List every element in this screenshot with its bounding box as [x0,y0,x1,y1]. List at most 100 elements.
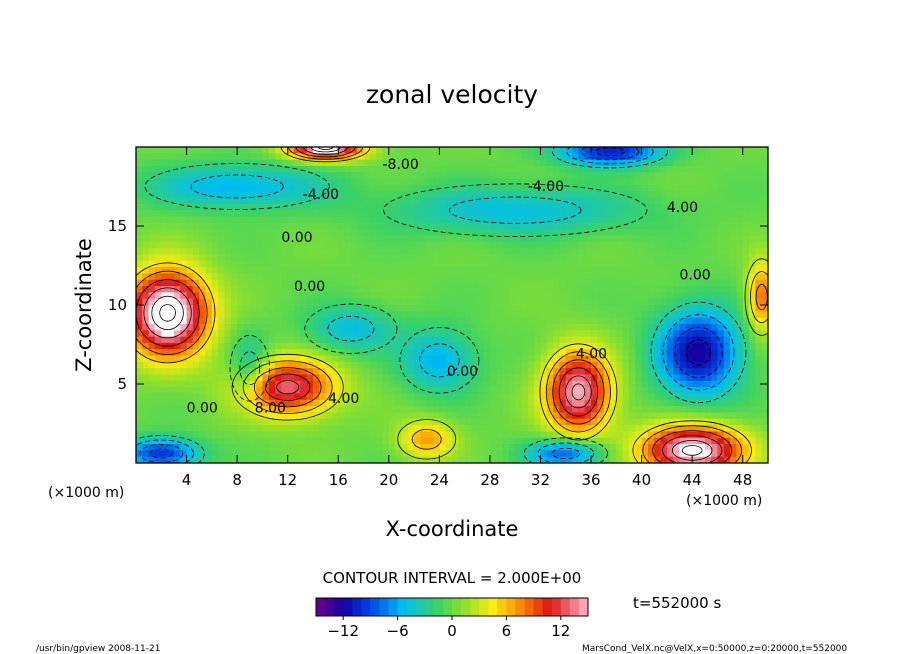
field-cell [306,153,314,161]
field-cell [205,286,213,293]
field-cell [635,406,643,414]
field-cell [414,229,421,237]
field-cell [660,159,668,167]
field-cell [698,387,706,395]
field-cell [635,342,643,350]
field-cell [300,191,308,199]
field-cell [433,393,440,401]
field-cell [180,279,188,287]
field-cell [647,330,655,338]
field-cell [483,444,491,451]
field-cell [218,418,226,426]
field-cell [603,165,611,173]
field-cell [641,184,649,192]
field-cell [464,229,472,237]
field-cell [445,399,453,407]
field-cell [565,286,573,293]
field-cell [515,178,523,186]
field-cell [331,406,339,414]
field-cell [635,216,643,224]
field-cell [319,323,327,331]
field-cell [736,216,744,224]
field-cell [546,437,554,445]
field-cell [534,450,542,458]
field-cell [616,254,624,262]
field-cell [142,165,150,173]
field-cell [483,450,491,458]
field-cell [711,349,719,357]
field-cell [489,178,497,186]
field-cell [742,450,750,458]
field-cell [546,323,554,331]
field-cell [306,178,314,186]
field-cell [527,172,535,180]
field-cell [376,197,384,205]
field-cell [344,450,352,458]
field-cell [350,311,358,319]
field-cell [205,305,213,312]
field-cell [673,431,681,439]
field-cell [382,235,390,243]
field-cell [470,210,478,218]
field-cell [698,450,706,458]
field-cell [192,210,200,218]
field-cell [641,330,649,338]
field-cell [363,292,371,300]
field-cell [439,425,447,432]
field-cell [540,298,548,306]
field-cell [275,222,282,230]
field-cell [616,153,624,161]
field-cell [180,216,188,224]
field-cell [148,444,156,451]
field-cell [470,159,478,167]
field-cell [192,355,200,363]
field-cell [281,254,289,262]
field-cell [647,305,655,312]
field-cell [167,380,175,388]
field-cell [350,361,358,369]
field-cell [723,273,731,281]
field-cell [730,406,737,414]
field-cell [610,178,617,186]
field-cell [357,342,365,350]
field-cell [641,165,649,173]
field-cell [275,336,282,344]
field-cell [268,418,276,426]
field-cell [211,380,219,388]
field-cell [534,431,542,439]
field-cell [350,254,358,262]
field-cell [230,418,238,426]
field-cell [711,210,719,218]
field-cell [268,323,276,331]
field-cell [275,431,282,439]
field-cell [553,159,561,167]
field-cell [420,412,428,420]
field-cell [654,260,662,268]
field-cell [692,147,700,154]
field-cell [363,159,371,167]
field-cell [597,279,605,287]
field-cell [647,444,655,451]
field-cell [470,355,478,363]
field-cell [363,147,371,154]
field-cell [243,159,251,167]
field-cell [628,368,636,376]
field-cell [736,361,744,369]
field-cell [331,153,339,161]
field-cell [230,153,238,161]
field-cell [173,279,181,287]
field-cell [742,431,750,439]
field-cell [685,425,693,432]
field-cell [666,380,674,388]
field-cell [300,380,308,388]
field-cell [319,305,327,312]
field-cell [736,330,744,338]
field-cell [420,159,428,167]
field-cell [464,298,472,306]
field-cell [616,330,624,338]
field-cell [666,159,674,167]
field-cell [527,216,535,224]
field-cell [369,298,377,306]
field-cell [628,393,636,401]
field-cell [540,159,548,167]
